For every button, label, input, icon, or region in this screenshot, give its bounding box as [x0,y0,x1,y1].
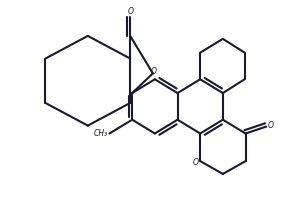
Text: CH₃: CH₃ [93,129,107,138]
Text: O: O [151,67,157,76]
Text: O: O [127,7,133,16]
Text: O: O [192,158,198,167]
Text: O: O [267,121,273,130]
